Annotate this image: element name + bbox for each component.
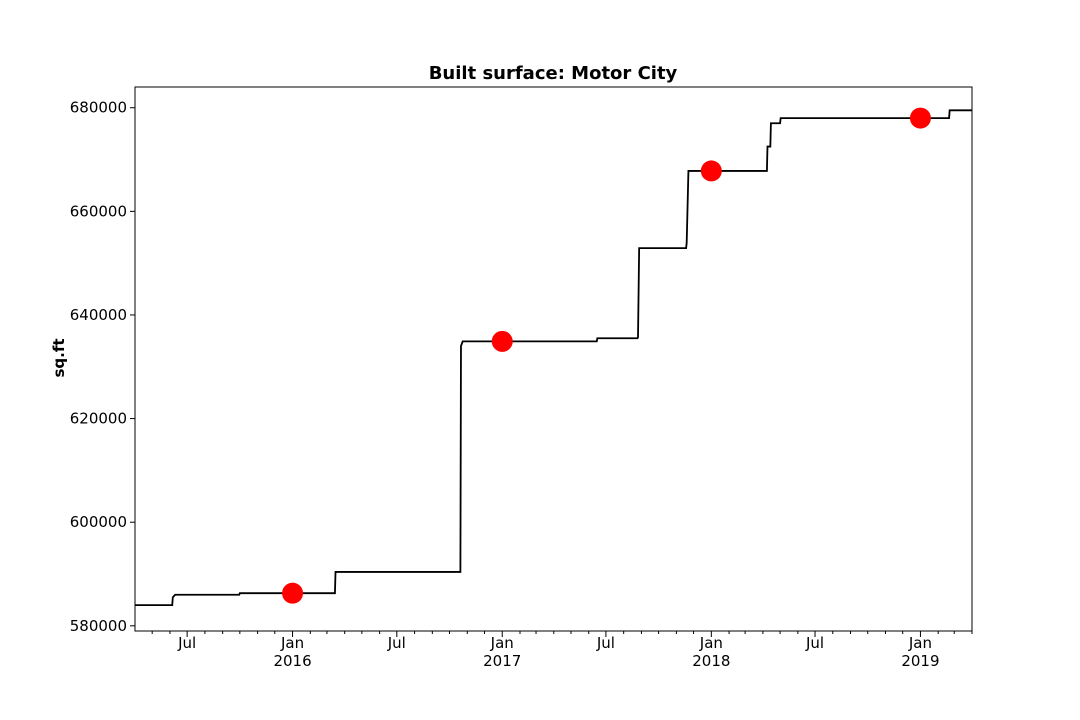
data-point-4 [909, 107, 931, 129]
y-tick-label: 640000 [70, 306, 127, 324]
x-tick-label: Jul [177, 634, 196, 652]
y-axis-label: sq.ft [50, 338, 68, 377]
x-tick-label: Jan [908, 634, 932, 652]
x-tick-label: Jul [805, 634, 824, 652]
x-tick-label: Jul [596, 634, 615, 652]
x-tick-label: Jan [280, 634, 304, 652]
plot-frame [134, 86, 973, 632]
data-point-2 [491, 330, 513, 352]
y-tick-label: 600000 [70, 513, 127, 531]
y-tick-label: 580000 [70, 617, 127, 635]
data-point-3 [700, 160, 722, 182]
x-tick-year-label: 2017 [483, 652, 521, 670]
x-tick-label: Jan [699, 634, 723, 652]
plot-area [135, 107, 972, 606]
y-tick-label: 620000 [70, 410, 127, 428]
chart-title: Built surface: Motor City [429, 63, 678, 84]
x-tick-year-label: 2019 [901, 652, 939, 670]
series-line [135, 109, 972, 606]
axes: 580000 600000 620000 640000 660000 680000 Jul J… [70, 86, 973, 670]
y-tick-label: 680000 [70, 99, 127, 117]
x-tick-year-label: 2018 [692, 652, 730, 670]
data-point-1 [282, 582, 304, 604]
x-tick-label: Jan [490, 634, 514, 652]
y-tick-label: 660000 [70, 202, 127, 220]
x-tick-label: Jul [387, 634, 406, 652]
x-tick-year-label: 2016 [273, 652, 311, 670]
